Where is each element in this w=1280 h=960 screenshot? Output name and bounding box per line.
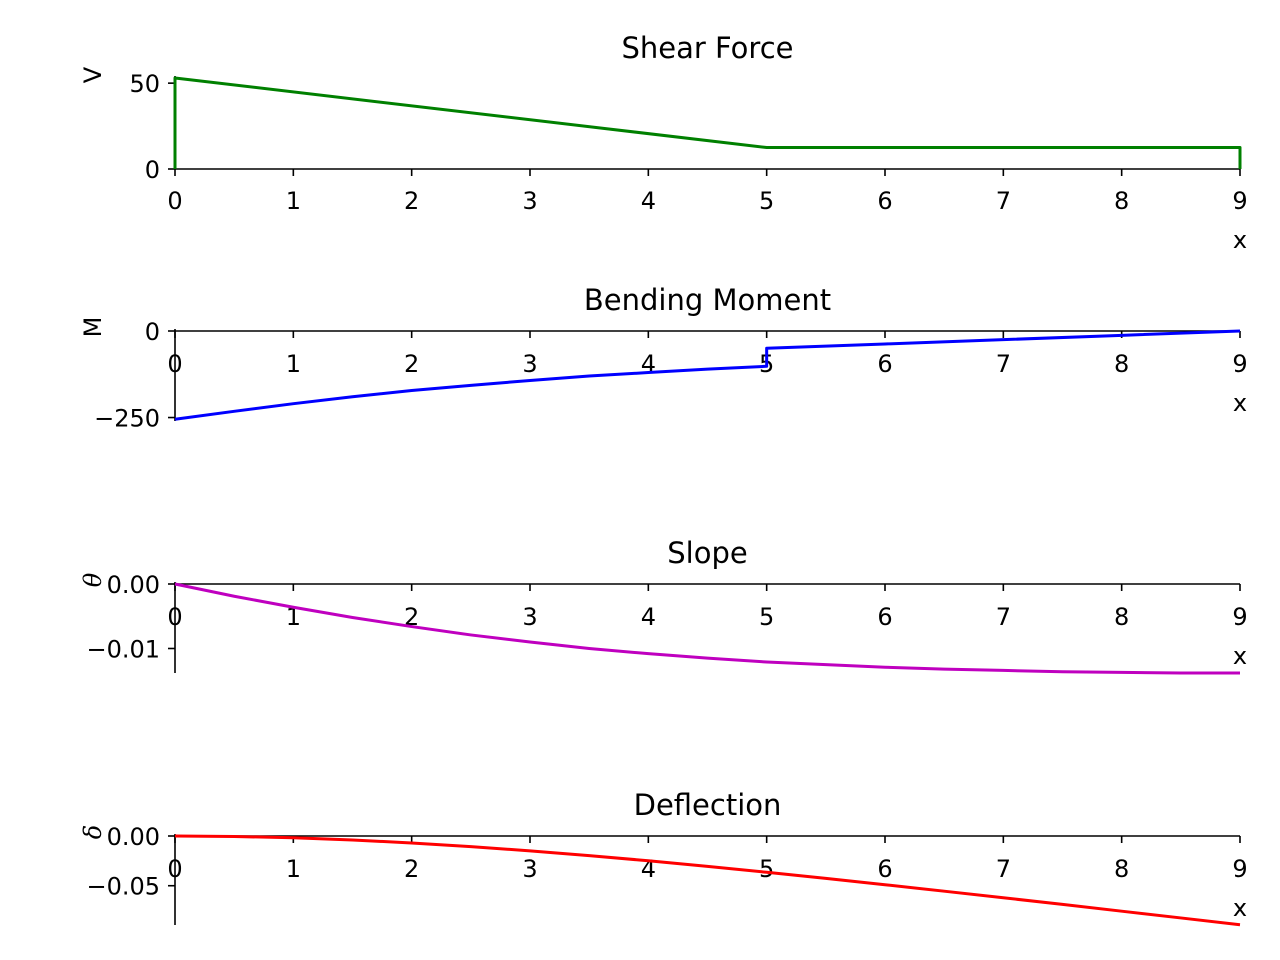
- x-tick-label: 1: [286, 855, 301, 883]
- x-tick-label: 8: [1114, 603, 1129, 631]
- y-tick-label: 0: [145, 156, 160, 184]
- x-tick-label: 0: [167, 187, 182, 215]
- y-axis-label: M: [79, 317, 107, 338]
- x-axis-label: x: [1233, 226, 1247, 254]
- x-axis-label: x: [1233, 894, 1247, 922]
- x-tick-label: 6: [877, 350, 892, 378]
- chart-title: Bending Moment: [584, 283, 831, 317]
- x-tick-label: 6: [877, 603, 892, 631]
- y-tick-label: −0.01: [86, 635, 160, 663]
- chart-title: Deflection: [634, 788, 782, 822]
- x-tick-label: 7: [996, 603, 1011, 631]
- y-axis-label: δ: [79, 825, 107, 839]
- x-tick-label: 9: [1232, 855, 1247, 883]
- y-tick-label: −0.05: [86, 873, 160, 901]
- x-tick-label: 0: [167, 855, 182, 883]
- x-tick-label: 5: [759, 187, 774, 215]
- x-tick-label: 7: [996, 350, 1011, 378]
- data-series-line: [173, 76, 1242, 169]
- x-tick-label: 9: [1232, 350, 1247, 378]
- x-tick-label: 8: [1114, 855, 1129, 883]
- x-tick-label: 3: [522, 350, 537, 378]
- x-tick-label: 6: [877, 855, 892, 883]
- chart-title: Slope: [667, 536, 747, 570]
- x-tick-label: 5: [759, 603, 774, 631]
- x-tick-label: 9: [1232, 603, 1247, 631]
- y-tick-label: 0.00: [107, 823, 160, 851]
- x-axis-label: x: [1233, 389, 1247, 417]
- x-tick-label: 4: [641, 603, 656, 631]
- y-tick-label: −250: [94, 405, 160, 433]
- x-tick-label: 1: [286, 350, 301, 378]
- y-tick-label: 50: [129, 70, 160, 98]
- x-tick-label: 9: [1232, 187, 1247, 215]
- x-tick-label: 3: [522, 187, 537, 215]
- chart-title: Shear Force: [621, 31, 793, 65]
- data-series-line: [174, 834, 1241, 927]
- x-tick-label: 8: [1114, 187, 1129, 215]
- x-tick-label: 3: [522, 855, 537, 883]
- x-tick-label: 2: [404, 855, 419, 883]
- x-axis-label: x: [1233, 642, 1247, 670]
- y-axis-label: θ: [79, 572, 107, 587]
- y-tick-label: 0.00: [107, 571, 160, 599]
- x-tick-label: 7: [996, 855, 1011, 883]
- x-tick-label: 2: [404, 603, 419, 631]
- x-tick-label: 7: [996, 187, 1011, 215]
- x-tick-label: 6: [877, 187, 892, 215]
- data-series-line: [174, 582, 1240, 675]
- x-tick-label: 1: [286, 187, 301, 215]
- x-tick-label: 0: [167, 350, 182, 378]
- y-tick-label: 0: [145, 318, 160, 346]
- x-tick-label: 2: [404, 187, 419, 215]
- slope-panel: Slope 0 1 2 3 4 5 6 7 8 9 0.00 −0.01 x θ: [79, 536, 1248, 675]
- x-tick-label: 1: [286, 603, 301, 631]
- shear-force-panel: Shear Force 0 1 2 3 4 5 6 7 8 9 0 50 x V: [79, 31, 1248, 254]
- x-tick-label: 5: [759, 855, 774, 883]
- data-series-line: [174, 329, 1241, 421]
- x-tick-label: 4: [641, 187, 656, 215]
- x-tick-label: 2: [404, 350, 419, 378]
- x-tick-label: 0: [167, 603, 182, 631]
- y-axis-label: V: [79, 66, 107, 83]
- x-tick-label: 3: [522, 603, 537, 631]
- x-tick-label: 8: [1114, 350, 1129, 378]
